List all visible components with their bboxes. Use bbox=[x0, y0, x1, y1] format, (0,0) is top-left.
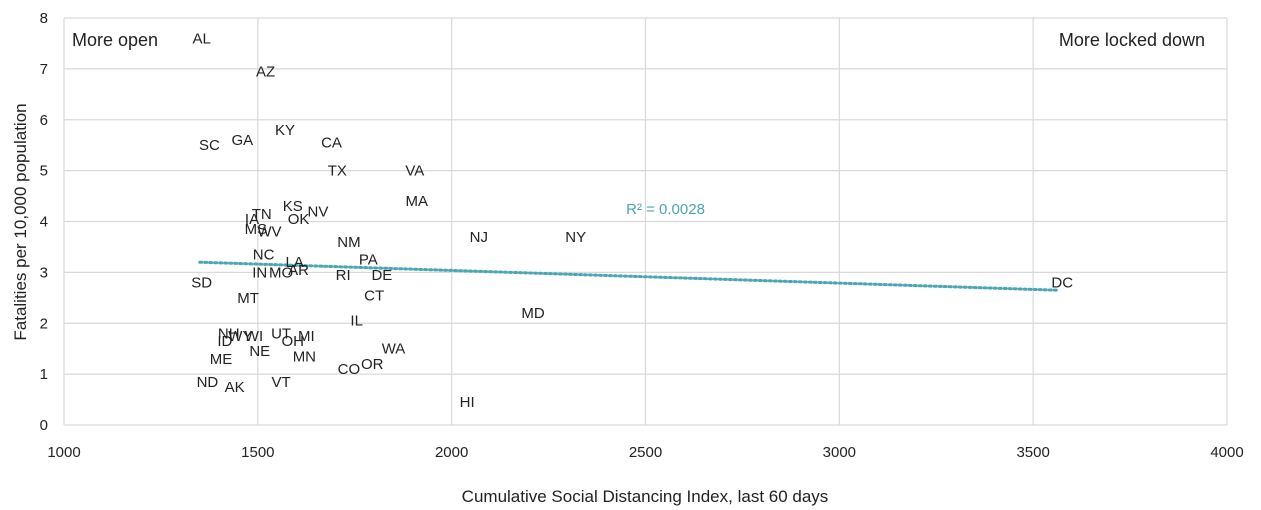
y-tick-label: 6 bbox=[40, 112, 48, 129]
point-label-oh: OH bbox=[281, 333, 304, 350]
point-label-nd: ND bbox=[197, 374, 219, 391]
point-label-dc: DC bbox=[1051, 275, 1073, 292]
y-tick-label: 2 bbox=[40, 315, 48, 332]
point-label-mi: MI bbox=[298, 328, 315, 345]
x-tick-label: 1000 bbox=[47, 444, 80, 461]
point-label-il: IL bbox=[350, 313, 363, 330]
point-label-nv: NV bbox=[307, 203, 328, 220]
point-label-al: AL bbox=[192, 30, 210, 47]
point-label-ri: RI bbox=[336, 267, 351, 284]
point-label-vt: VT bbox=[272, 374, 291, 391]
trendline-r2-label: R² = 0.0028 bbox=[626, 201, 705, 218]
point-label-pa: PA bbox=[359, 252, 378, 269]
point-label-ak: AK bbox=[225, 379, 245, 396]
x-tick-label: 2000 bbox=[435, 444, 468, 461]
x-tick-label: 3500 bbox=[1016, 444, 1049, 461]
point-label-ms: MS bbox=[245, 221, 268, 238]
point-label-ma: MA bbox=[406, 193, 429, 210]
annotation-more-open: More open bbox=[72, 30, 158, 50]
gridlines bbox=[63, 17, 1228, 426]
point-label-mn: MN bbox=[293, 348, 316, 365]
point-label-sd: SD bbox=[191, 275, 212, 292]
point-label-ar: AR bbox=[288, 262, 309, 279]
point-label-me: ME bbox=[210, 351, 233, 368]
point-label-sc: SC bbox=[199, 137, 220, 154]
point-label-ct: CT bbox=[364, 287, 384, 304]
point-label-la: LA bbox=[285, 254, 303, 271]
x-axis-title: Cumulative Social Distancing Index, last… bbox=[462, 487, 829, 506]
point-label-ok: OK bbox=[288, 211, 310, 228]
x-tick-label: 2500 bbox=[629, 444, 662, 461]
point-label-nc: NC bbox=[253, 247, 275, 264]
point-label-wv: WV bbox=[257, 224, 281, 241]
point-label-mt: MT bbox=[237, 290, 259, 307]
y-tick-label: 1 bbox=[40, 366, 48, 383]
point-label-de: DE bbox=[371, 267, 392, 284]
trendline bbox=[198, 260, 1058, 292]
point-label-tx: TX bbox=[328, 163, 347, 180]
point-label-nj: NJ bbox=[470, 229, 488, 246]
x-tick-label: 4000 bbox=[1210, 444, 1243, 461]
point-label-hi: HI bbox=[460, 394, 475, 411]
point-label-md: MD bbox=[521, 305, 544, 322]
point-label-va: VA bbox=[405, 163, 424, 180]
point-label-wi: WI bbox=[245, 328, 263, 345]
point-label-co: CO bbox=[338, 361, 361, 378]
y-tick-label: 0 bbox=[40, 417, 48, 434]
point-label-in: IN bbox=[252, 264, 267, 281]
point-label-wa: WA bbox=[382, 341, 406, 358]
point-label-ne: NE bbox=[249, 343, 270, 360]
point-label-ks: KS bbox=[283, 198, 303, 215]
point-label-wy: WY bbox=[228, 328, 252, 345]
y-tick-label: 4 bbox=[40, 214, 48, 231]
x-tick-label: 3000 bbox=[823, 444, 856, 461]
point-label-id: ID bbox=[217, 333, 232, 350]
point-label-ky: KY bbox=[275, 122, 295, 139]
x-tick-label: 1500 bbox=[241, 444, 274, 461]
trendline-group bbox=[198, 260, 1058, 292]
point-label-ia: IA bbox=[245, 211, 259, 228]
y-tick-label: 7 bbox=[40, 61, 48, 78]
y-tick-label: 3 bbox=[40, 264, 48, 281]
point-label-az: AZ bbox=[256, 63, 275, 80]
point-label-ny: NY bbox=[565, 229, 586, 246]
point-label-or: OR bbox=[361, 356, 384, 373]
y-axis-title: Fatalities per 10,000 population bbox=[11, 103, 30, 340]
point-label-ga: GA bbox=[231, 132, 253, 149]
annotation-more-locked-down: More locked down bbox=[1059, 30, 1205, 50]
point-label-mo: MO bbox=[269, 264, 293, 281]
y-axis-ticks: 0 1 2 3 4 5 6 7 8 bbox=[40, 10, 48, 434]
point-label-nm: NM bbox=[337, 234, 360, 251]
point-label-ut: UT bbox=[271, 325, 291, 342]
point-label-ca: CA bbox=[321, 135, 342, 152]
x-axis-ticks: 1000 1500 2000 2500 3000 3500 4000 bbox=[47, 444, 1243, 461]
y-tick-label: 5 bbox=[40, 163, 48, 180]
y-tick-label: 8 bbox=[40, 10, 48, 27]
point-label-nh: NH bbox=[218, 325, 240, 342]
point-label-tn: TN bbox=[252, 206, 272, 223]
